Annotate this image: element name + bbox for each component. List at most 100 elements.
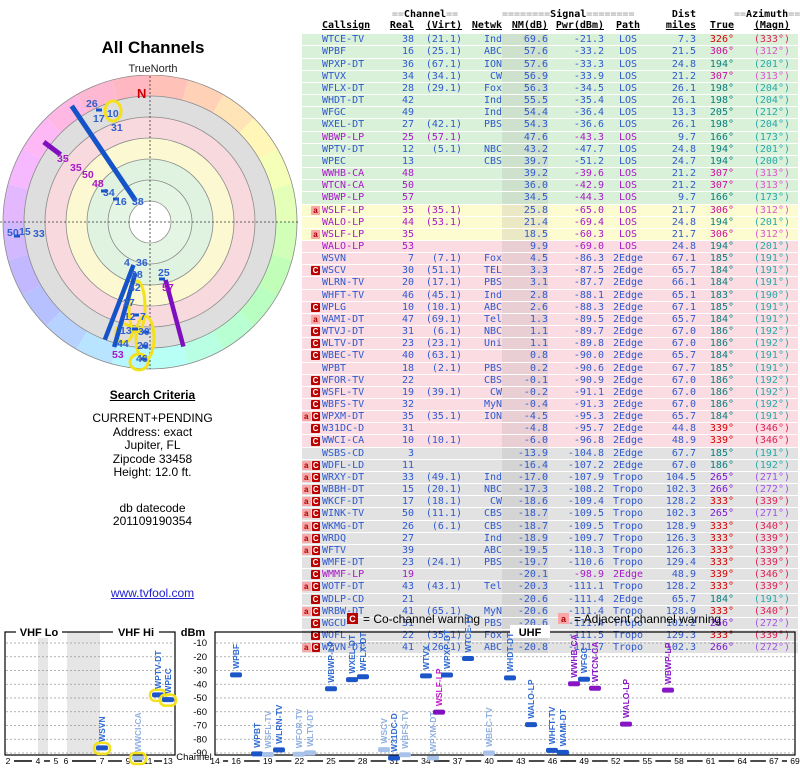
table-row: WSBS-CD 3 -13.9 -104.8 2Edge 67.7 185° (191°)	[302, 447, 798, 460]
noise-margin-cell: -20.3	[502, 581, 548, 593]
distance-cell: 67.0	[671, 459, 696, 471]
tvfool-link[interactable]: www.tvfool.com	[110, 586, 195, 600]
table-body: WTCE-TV 38 (21.1) Ind 69.6 -21.3 LOS 7.3 326° (33…	[302, 34, 798, 655]
adjacent-channel-warning-icon: a	[302, 643, 311, 653]
real-channel-cell: 15	[401, 484, 414, 496]
callsign-cell: WPLG	[322, 301, 347, 313]
callsign-cell: WGCU	[322, 617, 347, 629]
virtual-channel-cell: (11.1)	[425, 508, 462, 520]
polar-plot-title: All Channels	[101, 38, 205, 57]
vhf-lo-label: VHF Lo	[20, 627, 59, 639]
power-cell: -44.3	[573, 192, 604, 204]
network-cell	[462, 132, 502, 143]
path-cell: Tropo	[612, 642, 644, 654]
real-channel-cell: 30	[401, 265, 414, 277]
magnetic-azimuth-cell: (192°)	[753, 326, 790, 338]
virtual-channel-cell: (34.1)	[425, 70, 462, 82]
true-azimuth-cell: 306°	[709, 228, 734, 240]
real-channel-cell: 41	[401, 605, 414, 617]
path-cell: Tropo	[612, 617, 644, 629]
network-cell: NBC	[483, 143, 502, 155]
virtual-channel-cell	[414, 95, 462, 106]
station-label: WLRN-TV	[274, 704, 284, 744]
table-row: C WPLG 10 (10.1) ABC 2.6 -88.3 2Edge 67.1 185° (19…	[302, 301, 798, 314]
path-cell: 2Edge	[612, 326, 644, 338]
polar-channel-label: 48	[92, 178, 104, 190]
adjacent-channel-warning-icon: a	[302, 521, 311, 531]
distance-cell: 67.1	[671, 301, 696, 313]
magnetic-azimuth-cell: (191°)	[753, 253, 790, 265]
distance-cell: 128.2	[665, 581, 696, 593]
polar-rim-sector	[76, 331, 118, 364]
co-channel-warning-icon: C	[311, 533, 320, 543]
real-channel-cell: 16	[401, 46, 414, 58]
co-channel-legend-text: = Co-channel warning	[363, 612, 480, 626]
callsign-cell: WPBT	[322, 362, 347, 374]
uhf-channel-tick: 40	[484, 756, 494, 766]
real-channel-cell: 19	[401, 386, 414, 398]
vhf-panel-border	[4, 631, 176, 756]
noise-margin-cell: 3.1	[502, 277, 548, 289]
polar-channel-label: 50	[82, 169, 94, 181]
callsign-cell: WRBW-DT	[322, 605, 365, 617]
callsign-cell: WXEL-DT	[322, 119, 365, 131]
noise-margin-cell: 34.5	[502, 192, 548, 204]
virtual-channel-cell	[414, 423, 462, 434]
adjacent-channel-warning-icon: a	[302, 509, 311, 519]
signal-bar	[420, 673, 432, 679]
dist-group-header: Dist	[671, 9, 696, 20]
table-row: a C WPXM-DT 35 (35.1) ION -4.5 -95.3 2Edge 65.7 18…	[302, 411, 798, 424]
true-azimuth-cell: 194°	[709, 143, 734, 155]
virtual-channel-cell: (35.1)	[425, 204, 462, 216]
callsign-cell: WFTV	[322, 544, 347, 556]
true-azimuth-cell: 186°	[709, 374, 734, 386]
callsign-cell: WTVJ-DT	[322, 326, 365, 338]
real-channel-cell: 53	[401, 240, 414, 252]
col-header-nm: NM(dB)	[511, 20, 548, 32]
path-cell: Tropo	[612, 484, 644, 496]
signal-bar	[662, 687, 674, 693]
station-label: WALO-LP	[526, 679, 536, 719]
virtual-channel-cell	[414, 594, 462, 605]
station-dot	[133, 313, 139, 317]
network-cell: NBC	[483, 484, 502, 496]
co-channel-warning-icon: C	[311, 521, 320, 531]
virtual-channel-cell	[414, 107, 462, 118]
true-azimuth-cell: 186°	[709, 326, 734, 338]
power-cell: -110.6	[567, 557, 604, 569]
signal-bar	[378, 747, 390, 753]
signal-bar	[427, 755, 439, 761]
distance-cell: 129.3	[665, 629, 696, 641]
power-cell: -98.9	[573, 569, 604, 581]
callsign-cell: WSFL-TV	[322, 386, 365, 398]
table-row: WWHB-CA 48 39.2 -39.6 LOS 21.2 307° (313°)	[302, 168, 798, 181]
station-label: W31DC-D	[389, 713, 399, 752]
co-channel-warning-icon: C	[311, 327, 320, 337]
callsign-cell: WFGC	[322, 107, 347, 119]
path-cell: 2Edge	[612, 593, 644, 605]
signal-bar	[293, 751, 305, 757]
noise-margin-cell: 39.2	[502, 168, 548, 180]
true-azimuth-cell: 339°	[709, 569, 734, 581]
path-cell: 2Edge	[612, 459, 644, 471]
power-cell: -39.6	[573, 168, 604, 180]
network-cell: ION	[483, 411, 502, 423]
col-header-path: Path	[615, 20, 641, 32]
dbm-tick-label: -40	[193, 679, 207, 690]
path-cell: LOS	[618, 70, 638, 82]
co-channel-warning-icon: C	[311, 497, 320, 507]
true-azimuth-cell: 307°	[709, 70, 734, 82]
magnetic-azimuth-cell: (271°)	[753, 508, 790, 520]
distance-cell: 67.0	[671, 386, 696, 398]
table-row: WSVN 7 (7.1) Fox 4.5 -86.3 2Edge 67.1 185° (191°)	[302, 253, 798, 266]
real-channel-cell: 11	[401, 459, 414, 471]
true-azimuth-cell: 194°	[709, 155, 734, 167]
power-cell: -43.3	[573, 131, 604, 143]
true-azimuth-cell: 266°	[709, 617, 734, 629]
table-row: a C WOTF-DT 43 (43.1) Tel -20.3 -111.1 Tropo 128.…	[302, 581, 798, 594]
noise-margin-cell: -4.8	[502, 423, 548, 435]
network-cell: CW	[489, 70, 502, 82]
adjacent-channel-warning-icon: a	[302, 606, 311, 616]
real-channel-cell: 19	[401, 569, 414, 581]
